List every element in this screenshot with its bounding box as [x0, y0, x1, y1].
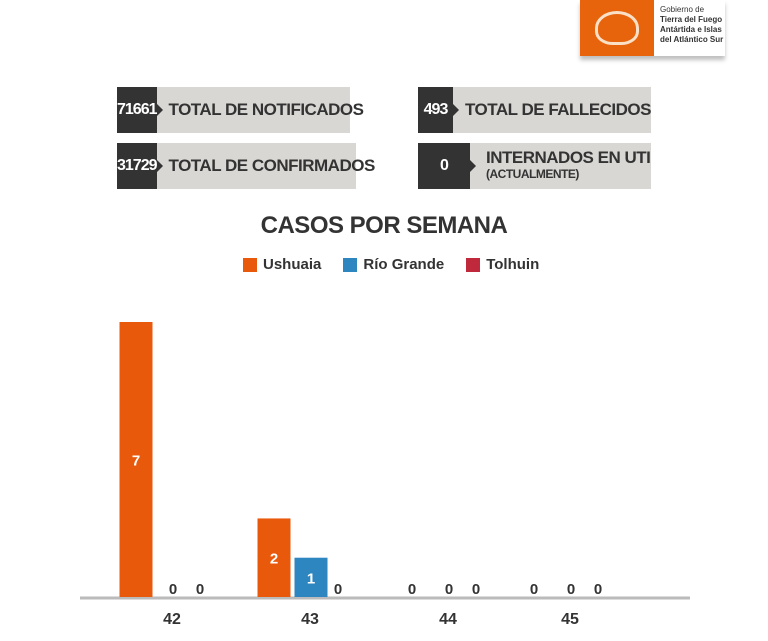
logo-line: Antártida e Islas [660, 25, 722, 34]
data-label: 0 [530, 581, 538, 598]
x-tick-label: 45 [561, 611, 579, 628]
bar [294, 557, 328, 597]
data-label: 0 [445, 581, 453, 598]
stat-sublabel: (ACTUALMENTE) [486, 167, 579, 181]
stat-value: 71661 [117, 87, 162, 133]
stat-internados: 0 INTERNADOS EN UTI (ACTUALMENTE) [418, 143, 651, 189]
data-label: 0 [472, 581, 480, 598]
data-label: 7 [132, 453, 140, 470]
x-tick-label: 44 [439, 611, 457, 628]
stat-label: TOTAL DE NOTIFICADOS [168, 100, 364, 119]
government-logo: Gobierno de Tierra del Fuego Antártida e… [580, 0, 725, 56]
bar [119, 322, 153, 597]
x-tick-label: 43 [301, 611, 319, 628]
data-label: 0 [169, 581, 177, 598]
legend-label: Ushuaia [263, 256, 322, 273]
logo-line: del Atlántico Sur [660, 35, 724, 44]
legend-item-tolhuin: Tolhuin [466, 256, 539, 273]
stat-label: INTERNADOS EN UTI [486, 148, 651, 167]
legend-swatch [466, 257, 481, 272]
data-label: 0 [594, 581, 602, 598]
legend-item-ushuaia: Ushuaia [243, 256, 321, 273]
stat-value: 493 [418, 87, 459, 133]
data-label: 0 [567, 581, 575, 598]
emblem-icon [580, 0, 654, 56]
stat-notificados: 71661 TOTAL DE NOTIFICADOS [117, 87, 364, 133]
stat-value: 31729 [117, 143, 162, 189]
chart-legend: Ushuaia Río Grande Tolhuin [243, 256, 539, 273]
legend-swatch [243, 257, 257, 272]
data-label: 0 [334, 581, 342, 598]
stat-value: 0 [418, 143, 476, 189]
x-tick-label: 42 [163, 611, 181, 628]
legend-label: Tolhuin [486, 256, 540, 273]
data-label: 0 [408, 581, 416, 598]
logo-line: Gobierno de [660, 5, 705, 14]
data-label: 0 [196, 581, 204, 598]
stat-fallecidos: 493 TOTAL DE FALLECIDOS [418, 87, 652, 133]
legend-label: Río Grande [363, 256, 445, 273]
bar [257, 518, 291, 597]
stat-label: TOTAL DE FALLECIDOS [464, 100, 652, 119]
stat-label: TOTAL DE CONFIRMADOS [168, 156, 376, 175]
stat-confirmados: 31729 TOTAL DE CONFIRMADOS [117, 143, 375, 189]
legend-swatch [343, 257, 358, 272]
chart-title: CASOS POR SEMANA [260, 212, 508, 239]
logo-line: Tierra del Fuego [660, 15, 723, 24]
data-label: 1 [307, 570, 315, 587]
data-label: 2 [270, 551, 278, 568]
legend-item-rio-grande: Río Grande [343, 256, 444, 273]
